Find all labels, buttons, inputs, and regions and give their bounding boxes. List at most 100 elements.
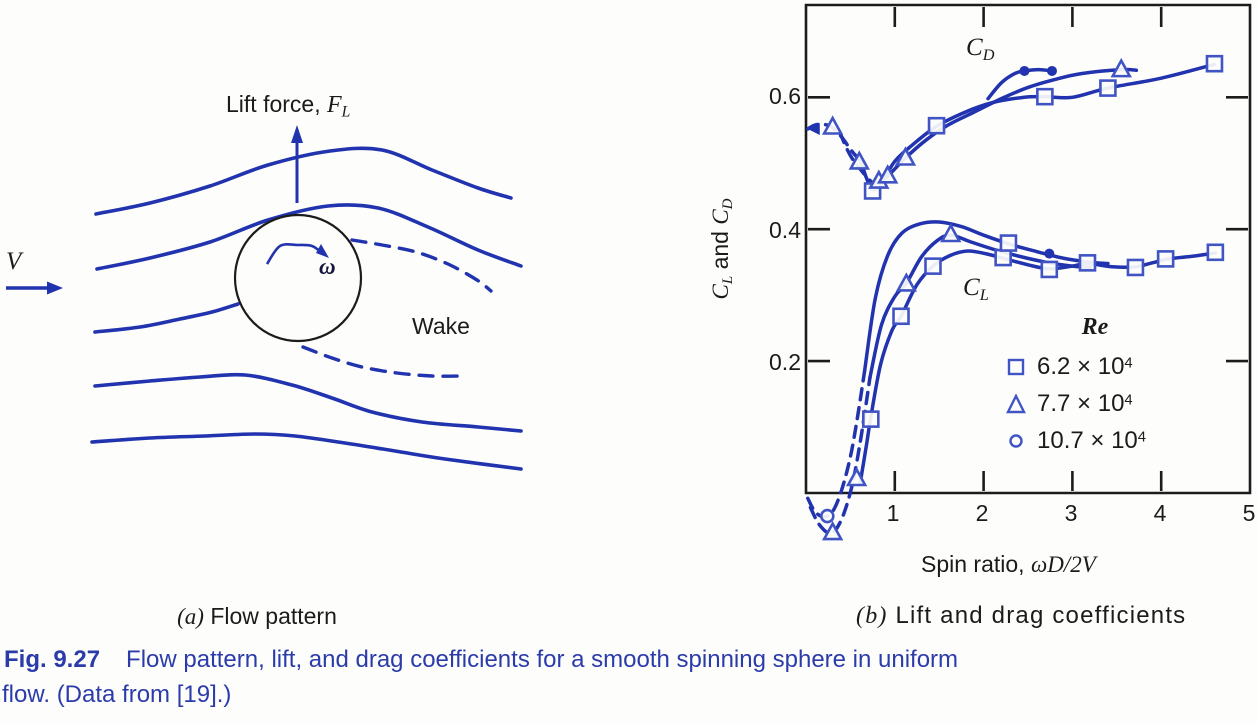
dashed-curve-left-arrowhead	[807, 122, 820, 135]
cl-marker-triangle	[940, 222, 962, 243]
legend-re-exponent: 4	[1124, 355, 1133, 372]
wake-dashed-line-2	[301, 345, 466, 378]
cd-marker-triangle	[848, 150, 870, 170]
lift-force-subscript: L	[341, 103, 351, 121]
cl-curve-dashed-5	[806, 369, 867, 519]
cd-marker-square	[1099, 79, 1117, 97]
legend-entry-square: 6.2 × 104	[1001, 352, 1133, 382]
cl-marker-square	[994, 248, 1012, 267]
y-axis-cl-subscript: L	[720, 275, 737, 285]
cd-marker-triangle	[877, 164, 899, 184]
cl-marker-square	[1156, 250, 1175, 268]
legend-re-value: 7.7 × 10	[1037, 390, 1125, 417]
cd-curve-solid-3	[885, 67, 1139, 179]
lift-force-arrowhead	[291, 125, 303, 143]
streamline-1	[94, 146, 513, 216]
y-axis-and-text: and	[706, 224, 733, 276]
filled-dot-marker	[1046, 65, 1057, 76]
velocity-arrowhead	[47, 281, 63, 295]
cd-marker-square	[927, 116, 946, 135]
cl-marker-square	[1126, 258, 1145, 277]
legend-re-value: 6.2 × 10	[1037, 353, 1125, 380]
legend-entry-label: 10.7 × 104	[1037, 427, 1146, 455]
cd-subscript: D	[982, 45, 995, 64]
filled-dot-marker	[1019, 65, 1030, 76]
figure-caption-text: Flow pattern, lift, and drag coefficient…	[126, 646, 959, 673]
filled-dot-marker	[1044, 248, 1055, 259]
x-tick-label-3: 3	[1064, 500, 1078, 526]
cd-curve-label: CD	[966, 34, 994, 65]
cd-marker-triangle	[894, 146, 917, 166]
x-axis-title-text: Spin ratio,	[921, 551, 1031, 577]
cl-marker-square	[1206, 243, 1225, 262]
circle-marker-icon	[1009, 434, 1023, 448]
velocity-label: V	[6, 248, 22, 275]
square-marker-icon	[1007, 358, 1025, 376]
figure-caption-line1: Fig. 9.27 Flow pattern, lift, and drag co…	[4, 646, 958, 674]
cl-marker-square	[1078, 254, 1097, 272]
cd-marker-square	[1205, 54, 1224, 73]
caption-b: (b) Lift and drag coefficients	[856, 602, 1186, 630]
streamline-3	[93, 302, 240, 334]
x-axis-title: Spin ratio, ωD/2V	[921, 551, 1096, 578]
caption-b-tag: (b)	[856, 603, 888, 629]
caption-a-tag: (a)	[177, 604, 204, 629]
cl-symbol: C	[963, 274, 980, 301]
rotation-arrow-arc	[265, 242, 323, 265]
x-tick-label-1: 1	[886, 500, 900, 526]
cl-curve-dashed-6	[808, 375, 872, 536]
sphere-circle	[233, 213, 363, 343]
streamline-4	[93, 372, 523, 433]
y-axis-title: CL and CD	[707, 199, 737, 300]
streamline-2	[95, 203, 523, 271]
cd-marker-square	[1036, 87, 1054, 106]
y-axis-cl-symbol: C	[707, 284, 733, 300]
cd-curve-solid-4	[986, 67, 1054, 101]
legend-entry-label: 7.7 × 104	[1037, 390, 1133, 418]
cl-marker-square	[862, 410, 880, 428]
cl-marker-triangle	[845, 466, 868, 487]
y-axis-cd-subscript: D	[720, 198, 737, 210]
rotation-arrowhead	[316, 244, 329, 258]
x-axis-title-math: ωD/2V	[1030, 552, 1096, 577]
figure-number: Fig. 9.27	[4, 646, 101, 673]
cl-marker-square	[999, 234, 1018, 252]
cl-curve-label: CL	[963, 274, 989, 305]
lift-force-symbol: F	[326, 92, 342, 118]
streamline-5	[90, 432, 523, 471]
x-tick-label-5: 5	[1242, 500, 1256, 526]
caption-b-text: Lift and drag coefficients	[887, 602, 1187, 629]
cl-marker-triangle	[895, 272, 918, 292]
legend-entry-triangle: 7.7 × 104	[1001, 389, 1133, 419]
cd-curve-dashed-0	[806, 122, 863, 164]
x-tick-label-2: 2	[975, 500, 989, 526]
cl-curve-solid-9	[858, 249, 1218, 485]
triangle-marker-icon	[1006, 393, 1026, 414]
cl-marker-circle	[820, 508, 835, 524]
cd-marker-triangle	[821, 115, 844, 135]
cl-marker-square	[892, 307, 910, 326]
lift-force-text: Lift force,	[226, 91, 327, 117]
cl-subscript: L	[979, 285, 989, 304]
legend-re-exponent: 4	[1137, 429, 1147, 446]
figure-caption-line2: flow. (Data from [19].)	[2, 681, 232, 708]
legend-re-exponent: 4	[1124, 392, 1133, 409]
cd-marker-triangle	[1110, 57, 1132, 78]
wake-dashed-line-1	[350, 238, 493, 293]
y-tick-label-0.6: 0.6	[769, 83, 801, 109]
x-tick-label-4: 4	[1153, 500, 1167, 526]
cl-marker-triangle	[821, 520, 844, 541]
cl-marker-square	[924, 257, 942, 275]
wake-label: Wake	[412, 313, 470, 339]
y-tick-label-0.2: 0.2	[769, 349, 801, 375]
caption-a: (a) Flow pattern	[137, 603, 377, 630]
cd-symbol: C	[966, 34, 983, 61]
plot-box	[804, 3, 1252, 495]
lift-force-label: Lift force, FL	[226, 91, 351, 121]
cl-marker-square	[1040, 260, 1059, 279]
legend-title: Re	[1081, 314, 1109, 340]
omega-label: ω	[319, 254, 336, 279]
legend-entry-circle: 10.7 × 104	[1001, 426, 1146, 456]
